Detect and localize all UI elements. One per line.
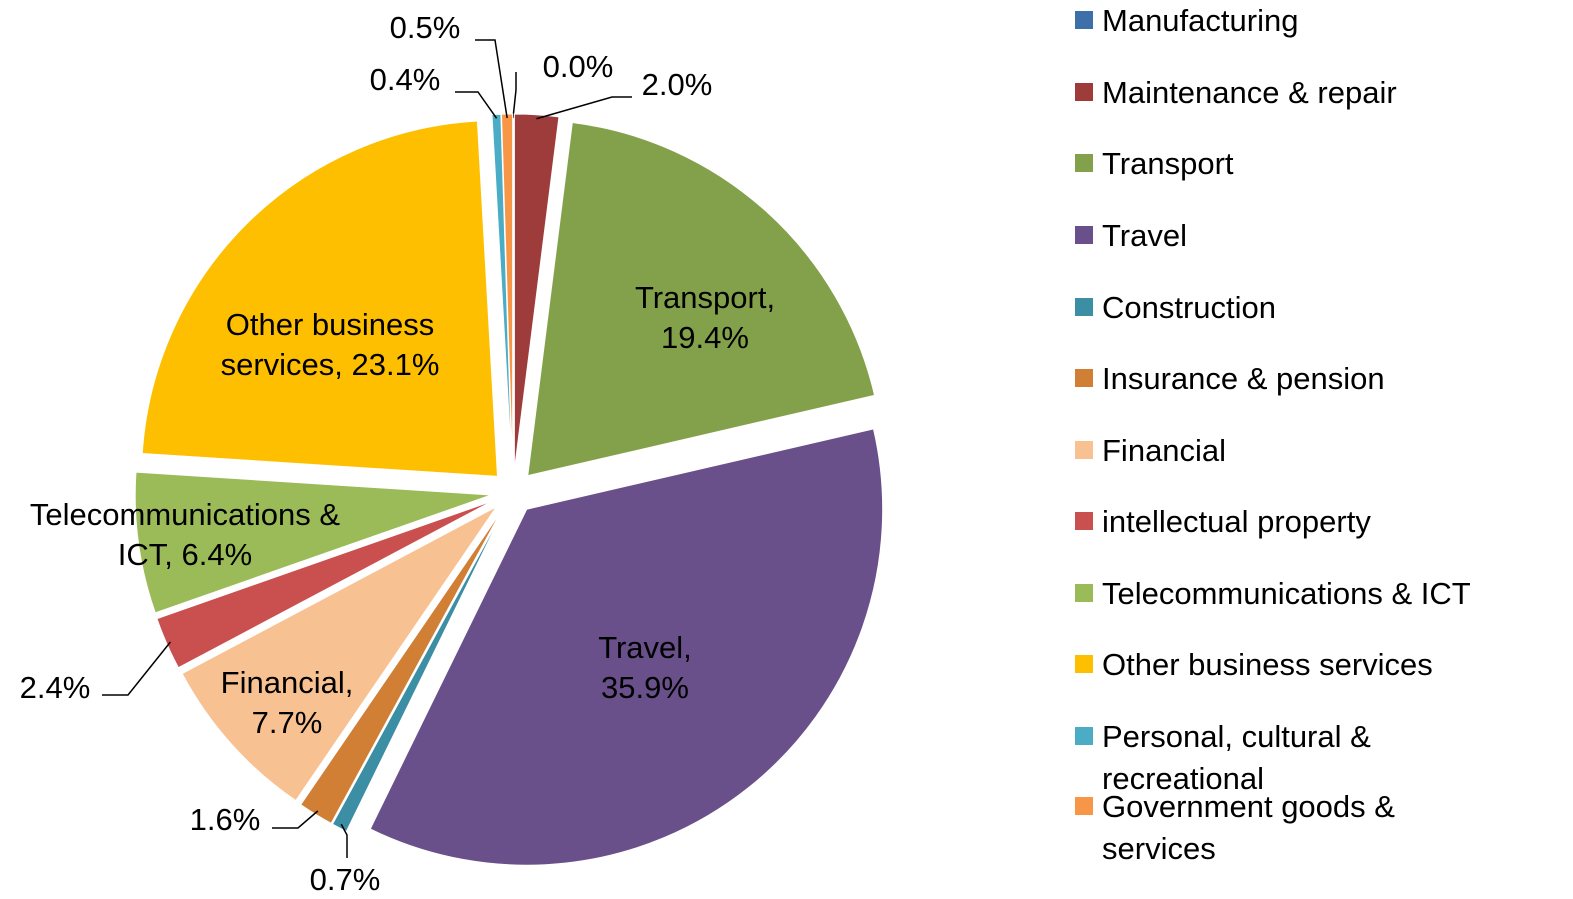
legend-swatch bbox=[1075, 727, 1093, 745]
leader-line bbox=[536, 96, 632, 120]
legend-label: Maintenance & repair bbox=[1102, 75, 1397, 110]
legend-swatch bbox=[1075, 154, 1093, 172]
pie-slice bbox=[331, 511, 504, 832]
data-label: Travel, 35.9% bbox=[598, 630, 692, 705]
legend-label: Manufacturing bbox=[1102, 3, 1299, 38]
data-label: 0.4% bbox=[369, 62, 441, 97]
leader-line bbox=[340, 823, 348, 858]
legend-label: Personal, cultural & recreational bbox=[1102, 719, 1371, 796]
legend-swatch bbox=[1075, 11, 1093, 29]
pie-slice bbox=[156, 500, 494, 669]
legend-label: Construction bbox=[1102, 290, 1277, 325]
data-label: 2.4% bbox=[19, 670, 91, 705]
leader-line bbox=[272, 810, 319, 829]
pie-slice bbox=[134, 471, 492, 614]
data-label: 2.0% bbox=[641, 67, 713, 102]
legend-swatch bbox=[1075, 441, 1093, 459]
legend-swatch bbox=[1075, 584, 1093, 602]
legend-label: Telecommunications & ICT bbox=[1102, 576, 1471, 611]
pie-slice bbox=[527, 121, 876, 477]
leader-line bbox=[455, 91, 498, 119]
pie-slice bbox=[181, 506, 498, 802]
legend-swatch bbox=[1075, 226, 1093, 244]
leader-line bbox=[102, 641, 171, 696]
legend-label: Transport bbox=[1102, 146, 1234, 181]
legend-swatch bbox=[1075, 797, 1093, 815]
data-label: 1.6% bbox=[189, 802, 261, 837]
legend-swatch bbox=[1075, 512, 1093, 530]
pie-slice bbox=[369, 428, 884, 866]
legend-label: Other business services bbox=[1102, 647, 1433, 682]
legend-label: intellectual property bbox=[1102, 504, 1371, 539]
legend-swatch bbox=[1075, 369, 1093, 387]
legend-label: Travel bbox=[1102, 218, 1187, 253]
pie-slice bbox=[299, 510, 502, 825]
data-label: Financial, 7.7% bbox=[220, 665, 354, 740]
data-label: Telecommunications & ICT, 6.4% bbox=[29, 497, 341, 572]
legend-label: Government goods & services bbox=[1102, 789, 1395, 866]
legend-swatch bbox=[1075, 298, 1093, 316]
data-label: Other business services, 23.1% bbox=[220, 307, 440, 382]
data-label: 0.0% bbox=[542, 49, 614, 84]
data-label: 0.5% bbox=[389, 10, 461, 45]
legend-label: Insurance & pension bbox=[1102, 361, 1385, 396]
legend-swatch bbox=[1075, 655, 1093, 673]
pie-slice bbox=[513, 113, 560, 471]
legend-swatch bbox=[1075, 83, 1093, 101]
pie-slice bbox=[491, 113, 513, 471]
leader-line bbox=[512, 72, 517, 119]
pie-slice bbox=[141, 120, 499, 477]
legend-label: Financial bbox=[1102, 433, 1227, 468]
data-label: Transport, 19.4% bbox=[634, 280, 776, 355]
leader-line bbox=[475, 39, 508, 119]
data-label: 0.7% bbox=[309, 862, 381, 897]
